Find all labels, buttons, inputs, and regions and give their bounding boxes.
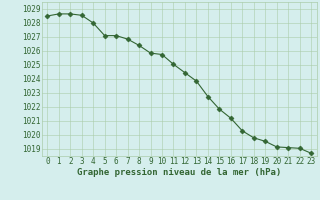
X-axis label: Graphe pression niveau de la mer (hPa): Graphe pression niveau de la mer (hPa) (77, 168, 281, 177)
